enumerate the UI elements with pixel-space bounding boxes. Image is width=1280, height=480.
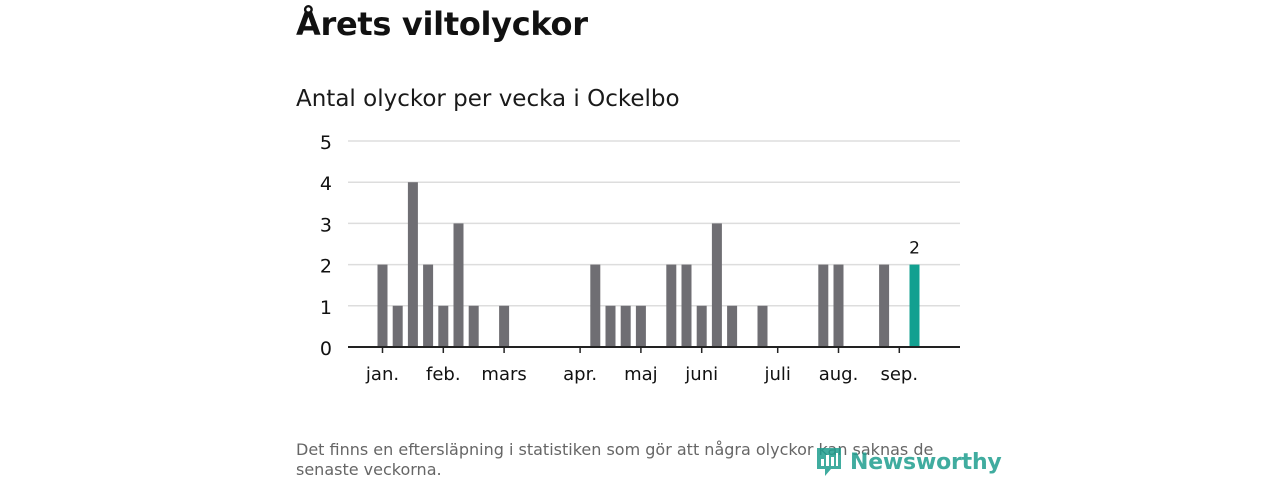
bar: [605, 305, 616, 347]
bars: [377, 182, 920, 347]
bar: [666, 264, 677, 347]
page-heading: Årets viltolyckor: [296, 5, 588, 43]
bar: [711, 223, 722, 347]
bar: [468, 305, 479, 347]
x-tick-label: jan.: [365, 364, 399, 385]
bar: [407, 182, 418, 347]
y-tick-label: 4: [320, 173, 332, 195]
bar-value-label: 2: [909, 239, 920, 259]
bar: [423, 264, 434, 347]
bar: [499, 305, 510, 347]
chart-title: Antal olyckor per vecka i Ockelbo: [296, 86, 680, 112]
bar-highlight: [909, 264, 920, 347]
bar: [453, 223, 464, 347]
bar: [590, 264, 601, 347]
newsworthy-logo: Newsworthy: [814, 444, 1002, 480]
bar: [727, 305, 738, 347]
bar: [377, 264, 388, 347]
x-tick-label: aug.: [819, 364, 859, 385]
x-tick-label: apr.: [563, 364, 597, 385]
bar: [681, 264, 692, 347]
footnote: Det finns en eftersläpning i statistiken…: [296, 440, 934, 479]
grid-lines: [348, 140, 960, 307]
x-tick-label: mars: [481, 364, 526, 385]
bar: [696, 305, 707, 347]
x-tick-label: juni: [684, 364, 718, 385]
x-tick-label: juli: [763, 364, 790, 385]
y-tick-label: 3: [320, 214, 332, 236]
x-axis-ticks: jan. feb. mars apr. maj juni juli aug. sep.: [365, 347, 918, 385]
logo-icon: [817, 448, 841, 476]
bar: [635, 305, 646, 347]
y-tick-label: 0: [320, 338, 332, 360]
bar: [757, 305, 768, 347]
bar: [879, 264, 890, 347]
bar-chart: 0 1 2 3 4 5 jan. feb. mars apr. maj juni juli aug. se…: [320, 132, 960, 385]
bar: [818, 264, 829, 347]
x-tick-label: feb.: [426, 364, 461, 385]
data-labels: 2: [909, 239, 920, 259]
logo-text: Newsworthy: [850, 449, 1002, 475]
bar: [620, 305, 631, 347]
y-tick-label: 1: [320, 297, 332, 319]
bar: [438, 305, 449, 347]
bar: [392, 305, 403, 347]
y-tick-label: 5: [320, 132, 332, 154]
x-tick-label: sep.: [880, 364, 918, 385]
y-axis-ticks: 0 1 2 3 4 5: [320, 132, 332, 360]
y-tick-label: 2: [320, 256, 332, 278]
x-tick-label: maj: [624, 364, 658, 385]
bar: [833, 264, 844, 347]
